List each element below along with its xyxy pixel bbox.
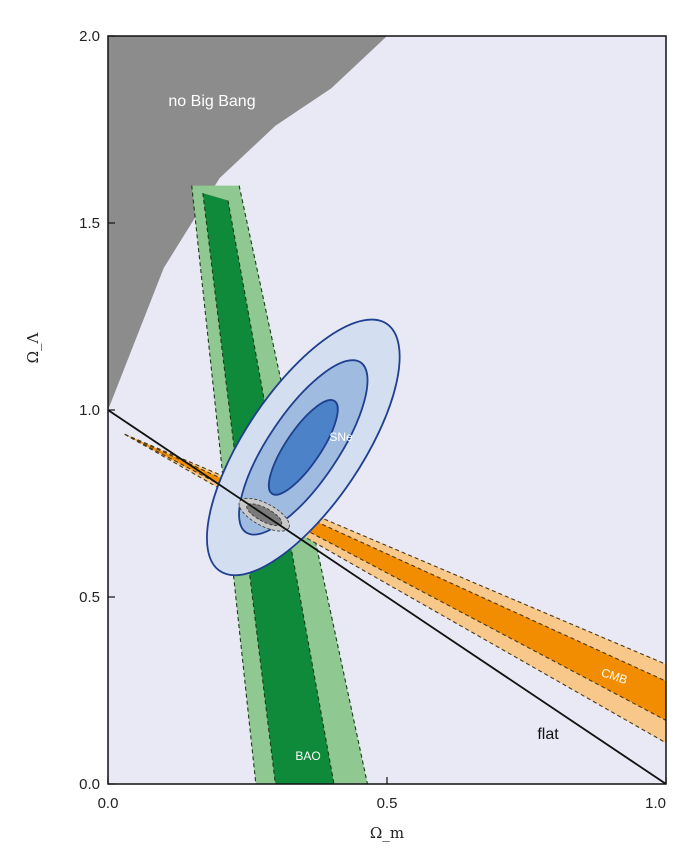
y-tick-label: 0.5 [79, 589, 100, 606]
cmb-outer-band [124, 434, 666, 743]
x-tick-label: 0.0 [98, 795, 119, 812]
bao-outer-left-contour [191, 185, 257, 784]
no-big-bang-region [108, 36, 387, 410]
sne-label: SNe [329, 430, 353, 444]
x-axis-ticks: 0.0 0.5 1.0 [98, 777, 667, 812]
y-axis-ticks: 0.0 0.5 1.0 1.5 2.0 [79, 28, 115, 793]
cmb-outer-top-contour [124, 433, 666, 665]
sne-contour-inner [267, 399, 339, 496]
no-big-bang-label: no Big Bang [168, 93, 255, 110]
y-tick-label: 0.0 [79, 776, 100, 793]
x-tick-label: 1.0 [645, 795, 666, 812]
bao-label: BAO [295, 749, 320, 763]
y-tick-label: 1.0 [79, 402, 100, 419]
cmb-inner-top-contour [124, 433, 666, 682]
cmb-outer-bottom-contour [124, 433, 666, 744]
y-tick-label: 2.0 [79, 28, 100, 45]
flat-universe-line [108, 409, 666, 784]
y-axis-label: Ω_Λ [24, 332, 42, 363]
flat-label: flat [537, 726, 559, 743]
y-tick-label: 1.5 [79, 215, 100, 232]
x-axis-label: Ω_m [370, 824, 404, 842]
x-tick-label: 0.5 [377, 795, 398, 812]
